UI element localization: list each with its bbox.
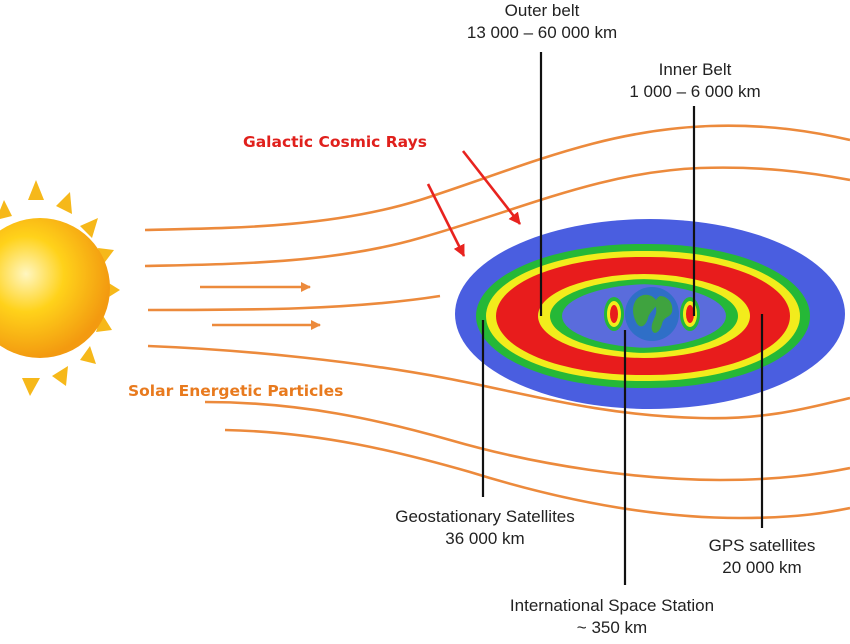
inner-belt-range: 1 000 – 6 000 km: [629, 82, 761, 101]
cosmic-ray-arrows: [426, 150, 522, 257]
gps-label: GPS satellites 20 000 km: [690, 535, 834, 579]
solar-energetic-particles-label: Solar Energetic Particles: [128, 382, 344, 400]
iss-label: International Space Station ~ 350 km: [486, 595, 738, 639]
earth-icon: [625, 287, 679, 341]
geostationary-name: Geostationary Satellites: [395, 507, 575, 526]
outer-belt-name: Outer belt: [504, 1, 580, 20]
iss-altitude: ~ 350 km: [576, 618, 648, 637]
galactic-cosmic-rays-label: Galactic Cosmic Rays: [243, 133, 427, 151]
solar-wind-lines: [144, 124, 850, 520]
inner-belt-label: Inner Belt 1 000 – 6 000 km: [610, 59, 780, 103]
gps-name: GPS satellites: [708, 536, 816, 555]
geostationary-altitude: 36 000 km: [445, 529, 525, 548]
callout-lines: [481, 52, 764, 585]
gps-altitude: 20 000 km: [722, 558, 802, 577]
inner-belt-name: Inner Belt: [658, 60, 732, 79]
outer-belt-range: 13 000 – 60 000 km: [466, 23, 618, 42]
iss-name: International Space Station: [509, 596, 715, 615]
sun-icon: [0, 180, 120, 396]
geostationary-label: Geostationary Satellites 36 000 km: [370, 506, 600, 550]
outer-belt-label: Outer belt 13 000 – 60 000 km: [452, 0, 632, 44]
magnetosphere: [455, 219, 845, 409]
sep-arrows: [200, 282, 321, 330]
